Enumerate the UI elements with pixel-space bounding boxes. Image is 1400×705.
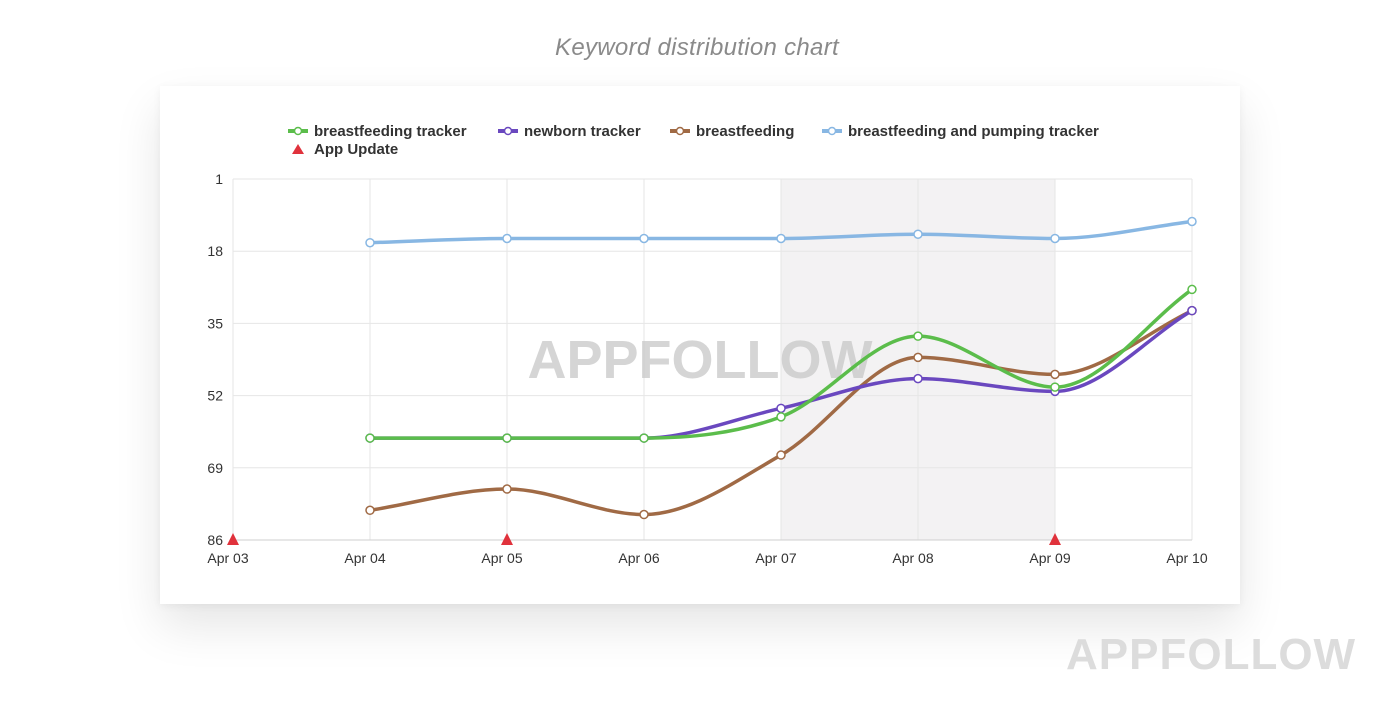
y-tick-label: 35 <box>207 315 223 331</box>
chart-watermark: APPFOLLOW <box>528 330 873 390</box>
data-point-breastfeeding-and-pumping-tracker[interactable] <box>1187 216 1197 227</box>
legend-label: App Update <box>314 140 399 158</box>
x-tick-label: Apr 07 <box>755 550 796 566</box>
legend-row-events: App Update <box>288 140 1099 158</box>
chart-legend: breastfeeding tracker newborn tracker br… <box>288 122 1099 158</box>
y-tick-label: 69 <box>207 460 223 476</box>
legend-item-app-update[interactable]: App Update <box>288 141 398 158</box>
legend-item-breastfeeding[interactable]: breastfeeding <box>670 123 822 140</box>
x-tick-label: Apr 08 <box>892 550 933 566</box>
x-tick-label: Apr 04 <box>344 550 385 566</box>
page-title: Keyword distribution chart <box>555 34 839 61</box>
legend-marker-icon <box>288 126 308 136</box>
y-tick-label: 52 <box>207 388 223 404</box>
legend-label: newborn tracker <box>524 122 641 140</box>
data-point-breastfeeding-tracker[interactable] <box>913 331 923 341</box>
legend-marker-icon <box>822 126 842 136</box>
data-point-newborn-tracker[interactable] <box>1187 305 1197 316</box>
y-tick-label: 86 <box>207 532 223 548</box>
data-point-newborn-tracker[interactable] <box>913 373 923 384</box>
data-point-breastfeeding[interactable] <box>913 352 923 363</box>
data-point-breastfeeding-and-pumping-tracker[interactable] <box>639 233 649 244</box>
legend-item-breastfeeding-tracker[interactable]: breastfeeding tracker <box>288 123 498 140</box>
y-tick-label: 1 <box>215 171 223 187</box>
legend-label: breastfeeding tracker <box>314 122 467 140</box>
app-update-marker[interactable] <box>1049 533 1061 545</box>
data-point-breastfeeding-tracker[interactable] <box>776 412 786 422</box>
data-point-breastfeeding-and-pumping-tracker[interactable] <box>1050 233 1060 244</box>
x-tick-label: Apr 05 <box>481 550 522 566</box>
data-point-breastfeeding[interactable] <box>1050 369 1060 380</box>
data-point-breastfeeding-and-pumping-tracker[interactable] <box>365 237 375 248</box>
legend-label: breastfeeding and pumping tracker <box>848 122 1099 140</box>
app-update-marker[interactable] <box>227 533 239 545</box>
brand-watermark: APPFOLLOW <box>1066 630 1357 679</box>
app-update-marker[interactable] <box>501 533 513 545</box>
legend-marker-icon <box>670 126 690 136</box>
y-tick-label: 18 <box>207 243 223 259</box>
triangle-icon <box>292 144 304 154</box>
legend-item-breastfeeding-and-pumping-tracker[interactable]: breastfeeding and pumping tracker <box>822 123 1099 140</box>
x-tick-label: Apr 03 <box>207 550 248 566</box>
data-point-newborn-tracker[interactable] <box>776 403 786 414</box>
data-point-breastfeeding[interactable] <box>776 450 786 460</box>
data-point-breastfeeding[interactable] <box>365 505 375 516</box>
legend-marker-icon <box>498 126 518 136</box>
data-point-breastfeeding[interactable] <box>639 509 649 520</box>
x-tick-label: Apr 06 <box>618 550 659 566</box>
x-tick-label: Apr 09 <box>1029 550 1070 566</box>
legend-row-series: breastfeeding tracker newborn tracker br… <box>288 122 1099 140</box>
chart-card <box>160 86 1240 604</box>
legend-item-newborn-tracker[interactable]: newborn tracker <box>498 123 670 140</box>
data-point-breastfeeding-tracker[interactable] <box>639 433 649 443</box>
data-point-breastfeeding-and-pumping-tracker[interactable] <box>776 233 786 244</box>
data-point-breastfeeding-tracker[interactable] <box>365 433 375 443</box>
data-point-breastfeeding[interactable] <box>502 484 512 494</box>
data-point-breastfeeding-tracker[interactable] <box>1187 284 1197 295</box>
data-point-breastfeeding-tracker[interactable] <box>1050 382 1060 392</box>
data-point-breastfeeding-and-pumping-tracker[interactable] <box>913 229 923 239</box>
x-tick-label: Apr 10 <box>1166 550 1207 566</box>
data-point-breastfeeding-tracker[interactable] <box>502 433 512 443</box>
legend-label: breastfeeding <box>696 122 795 140</box>
data-point-breastfeeding-and-pumping-tracker[interactable] <box>502 233 512 244</box>
